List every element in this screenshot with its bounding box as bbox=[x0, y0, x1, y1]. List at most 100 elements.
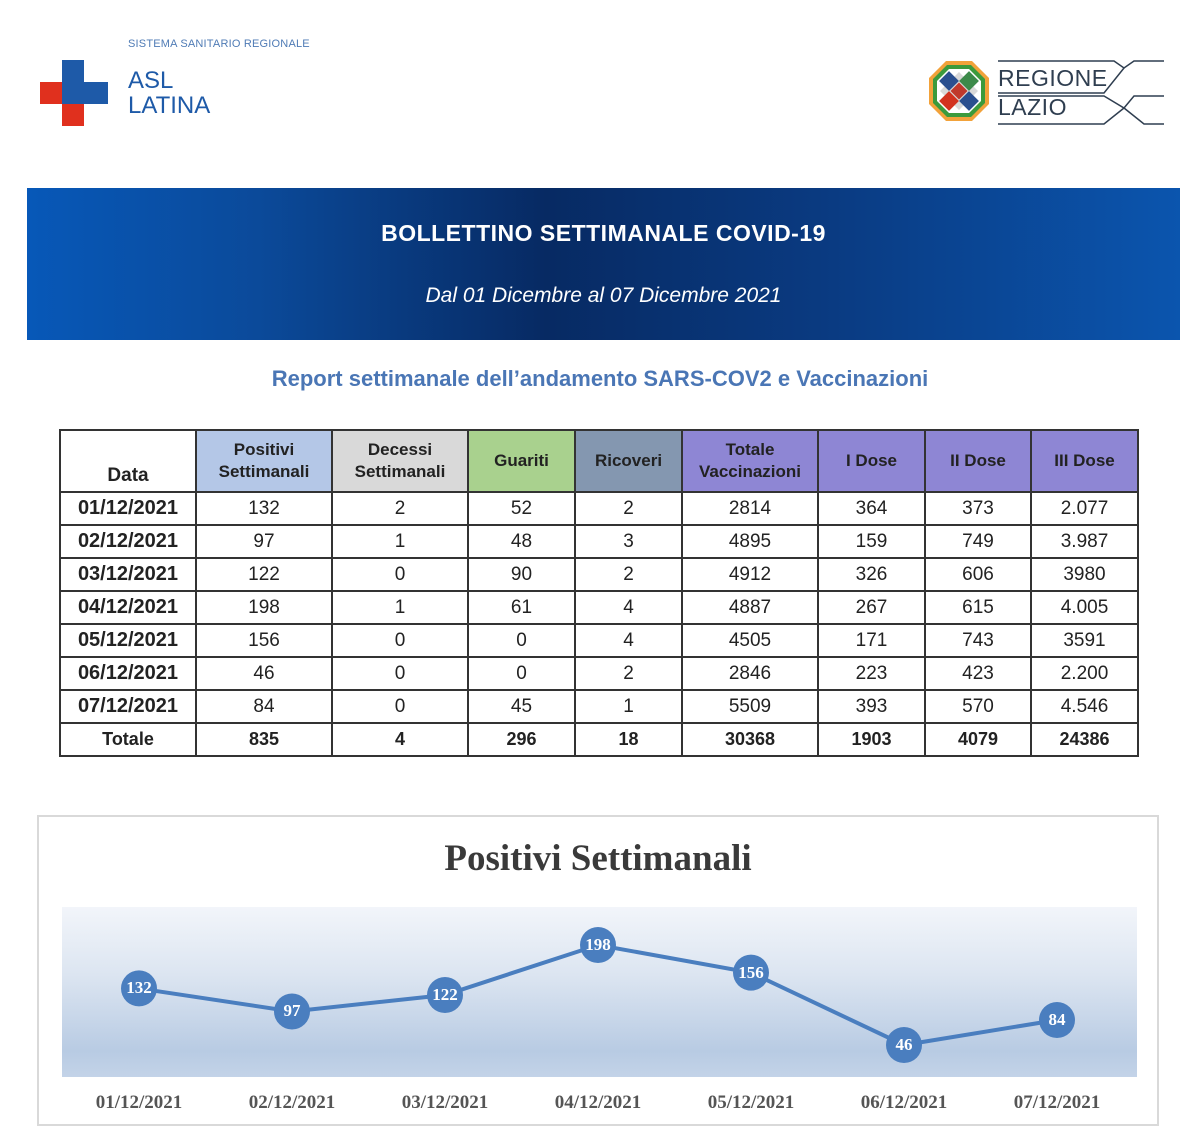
value-cell: 2.077 bbox=[1030, 491, 1139, 526]
value-cell: 223 bbox=[817, 656, 926, 691]
header-line: Positivi bbox=[233, 440, 295, 459]
value-cell: 3980 bbox=[1030, 557, 1139, 592]
date-cell: 03/12/2021 bbox=[59, 557, 197, 592]
value-cell: 2 bbox=[331, 491, 469, 526]
value-cell: 267 bbox=[817, 590, 926, 625]
value-cell: 159 bbox=[817, 524, 926, 559]
value-cell: 84 bbox=[195, 689, 333, 724]
value-cell: 0 bbox=[331, 557, 469, 592]
data-point-marker bbox=[886, 1027, 922, 1063]
data-point-label: 132 bbox=[126, 978, 152, 998]
value-cell: 0 bbox=[331, 656, 469, 691]
table-row: 03/12/2021 122 0 90 2 4912 326 606 3980 bbox=[59, 557, 1139, 592]
value-cell: 3.987 bbox=[1030, 524, 1139, 559]
value-cell: 3591 bbox=[1030, 623, 1139, 658]
header-line: Settimanali bbox=[354, 462, 446, 481]
value-cell: 156 bbox=[195, 623, 333, 658]
header-line: Totale bbox=[725, 440, 775, 459]
value-cell: 4.546 bbox=[1030, 689, 1139, 724]
value-cell: 4.005 bbox=[1030, 590, 1139, 625]
value-cell: 198 bbox=[195, 590, 333, 625]
value-cell: 570 bbox=[924, 689, 1032, 724]
data-point-label: 156 bbox=[738, 962, 764, 982]
value-cell: 2846 bbox=[681, 656, 819, 691]
chart-line-series bbox=[121, 927, 1075, 1063]
date-cell: 01/12/2021 bbox=[59, 491, 197, 526]
value-cell: 835 bbox=[195, 722, 333, 757]
x-axis-tick-label: 04/12/2021 bbox=[554, 1092, 642, 1113]
col-header-i-dose: I Dose bbox=[817, 429, 926, 493]
data-point-marker bbox=[274, 993, 310, 1030]
lazio-emblem-icon bbox=[929, 61, 989, 121]
x-axis-tick-label: 06/12/2021 bbox=[860, 1092, 948, 1113]
data-point-label: 84 bbox=[1048, 1010, 1066, 1029]
data-point-marker bbox=[580, 927, 616, 963]
asl-subtitle: SISTEMA SANITARIO REGIONALE bbox=[128, 38, 310, 50]
table-row: 04/12/2021 198 1 61 4 4887 267 615 4.005 bbox=[59, 590, 1139, 625]
value-cell: 4887 bbox=[681, 590, 819, 625]
table-row: 05/12/2021 156 0 0 4 4505 171 743 3591 bbox=[59, 623, 1139, 658]
red-blue-cross-icon bbox=[40, 60, 108, 126]
value-cell: 52 bbox=[467, 491, 576, 526]
value-cell: 4912 bbox=[681, 557, 819, 592]
table-header-row: Data Positivi Settimanali Decessi Settim… bbox=[59, 429, 1139, 493]
value-cell: 743 bbox=[924, 623, 1032, 658]
value-cell: 606 bbox=[924, 557, 1032, 592]
date-cell: 06/12/2021 bbox=[59, 656, 197, 691]
value-cell: 4505 bbox=[681, 623, 819, 658]
value-cell: 171 bbox=[817, 623, 926, 658]
value-cell: 18 bbox=[574, 722, 683, 757]
value-cell: 3 bbox=[574, 524, 683, 559]
value-cell: 24386 bbox=[1030, 722, 1139, 757]
value-cell: 5509 bbox=[681, 689, 819, 724]
value-cell: 373 bbox=[924, 491, 1032, 526]
value-cell: 97 bbox=[195, 524, 333, 559]
data-point-marker bbox=[121, 970, 157, 1007]
value-cell: 61 bbox=[467, 590, 576, 625]
value-cell: 30368 bbox=[681, 722, 819, 757]
chart-x-axis: 01/12/2021 02/12/2021 03/12/2021 04/12/2021… bbox=[39, 1092, 1161, 1116]
asl-name-line2: LATINA bbox=[128, 92, 211, 119]
value-cell: 2 bbox=[574, 491, 683, 526]
col-header-iii-dose: III Dose bbox=[1030, 429, 1139, 493]
positivi-chart: Positivi Settimanali 132 97 122 198 156 46 84 … bbox=[37, 815, 1159, 1126]
banner-date-range: Dal 01 Dicembre al 07 Dicembre 2021 bbox=[425, 284, 782, 307]
x-axis-tick-label: 05/12/2021 bbox=[707, 1092, 795, 1113]
x-axis-tick-label: 07/12/2021 bbox=[1013, 1092, 1101, 1113]
weekly-report-table: Data Positivi Settimanali Decessi Settim… bbox=[59, 429, 1139, 757]
value-cell: 2 bbox=[574, 656, 683, 691]
date-cell: 02/12/2021 bbox=[59, 524, 197, 559]
table-row: 02/12/2021 97 1 48 3 4895 159 749 3.987 bbox=[59, 524, 1139, 559]
value-cell: 1 bbox=[574, 689, 683, 724]
value-cell: 0 bbox=[467, 623, 576, 658]
date-cell: 04/12/2021 bbox=[59, 590, 197, 625]
value-cell: 4 bbox=[574, 590, 683, 625]
asl-name: ASL LATINA bbox=[128, 68, 210, 118]
value-cell: 0 bbox=[331, 689, 469, 724]
value-cell: 393 bbox=[817, 689, 926, 724]
banner-title: BOLLETTINO SETTIMANALE COVID-19 bbox=[381, 220, 826, 246]
value-cell: 1 bbox=[331, 524, 469, 559]
col-header-positivi: Positivi Settimanali bbox=[195, 429, 333, 493]
data-point-label: 198 bbox=[585, 935, 611, 954]
value-cell: 423 bbox=[924, 656, 1032, 691]
lazio-text: REGIONE LAZIO bbox=[998, 64, 1108, 122]
value-cell: 90 bbox=[467, 557, 576, 592]
col-header-data: Data bbox=[59, 429, 197, 493]
date-cell: 07/12/2021 bbox=[59, 689, 197, 724]
value-cell: 615 bbox=[924, 590, 1032, 625]
data-point-marker bbox=[1039, 1002, 1075, 1038]
table-row: 06/12/2021 46 0 0 2 2846 223 423 2.200 bbox=[59, 656, 1139, 691]
table-row: 01/12/2021 132 2 52 2 2814 364 373 2.077 bbox=[59, 491, 1139, 526]
data-point-label: 46 bbox=[895, 1035, 913, 1054]
date-cell: 05/12/2021 bbox=[59, 623, 197, 658]
date-cell: Totale bbox=[59, 722, 197, 757]
x-axis-tick-label: 03/12/2021 bbox=[401, 1092, 489, 1113]
value-cell: 48 bbox=[467, 524, 576, 559]
col-header-totale-vaccinazioni: Totale Vaccinazioni bbox=[681, 429, 819, 493]
value-cell: 1 bbox=[331, 590, 469, 625]
lazio-line1: REGIONE bbox=[998, 65, 1108, 91]
value-cell: 4079 bbox=[924, 722, 1032, 757]
data-point-marker bbox=[733, 954, 769, 991]
table-row: 07/12/2021 84 0 45 1 5509 393 570 4.546 bbox=[59, 689, 1139, 724]
